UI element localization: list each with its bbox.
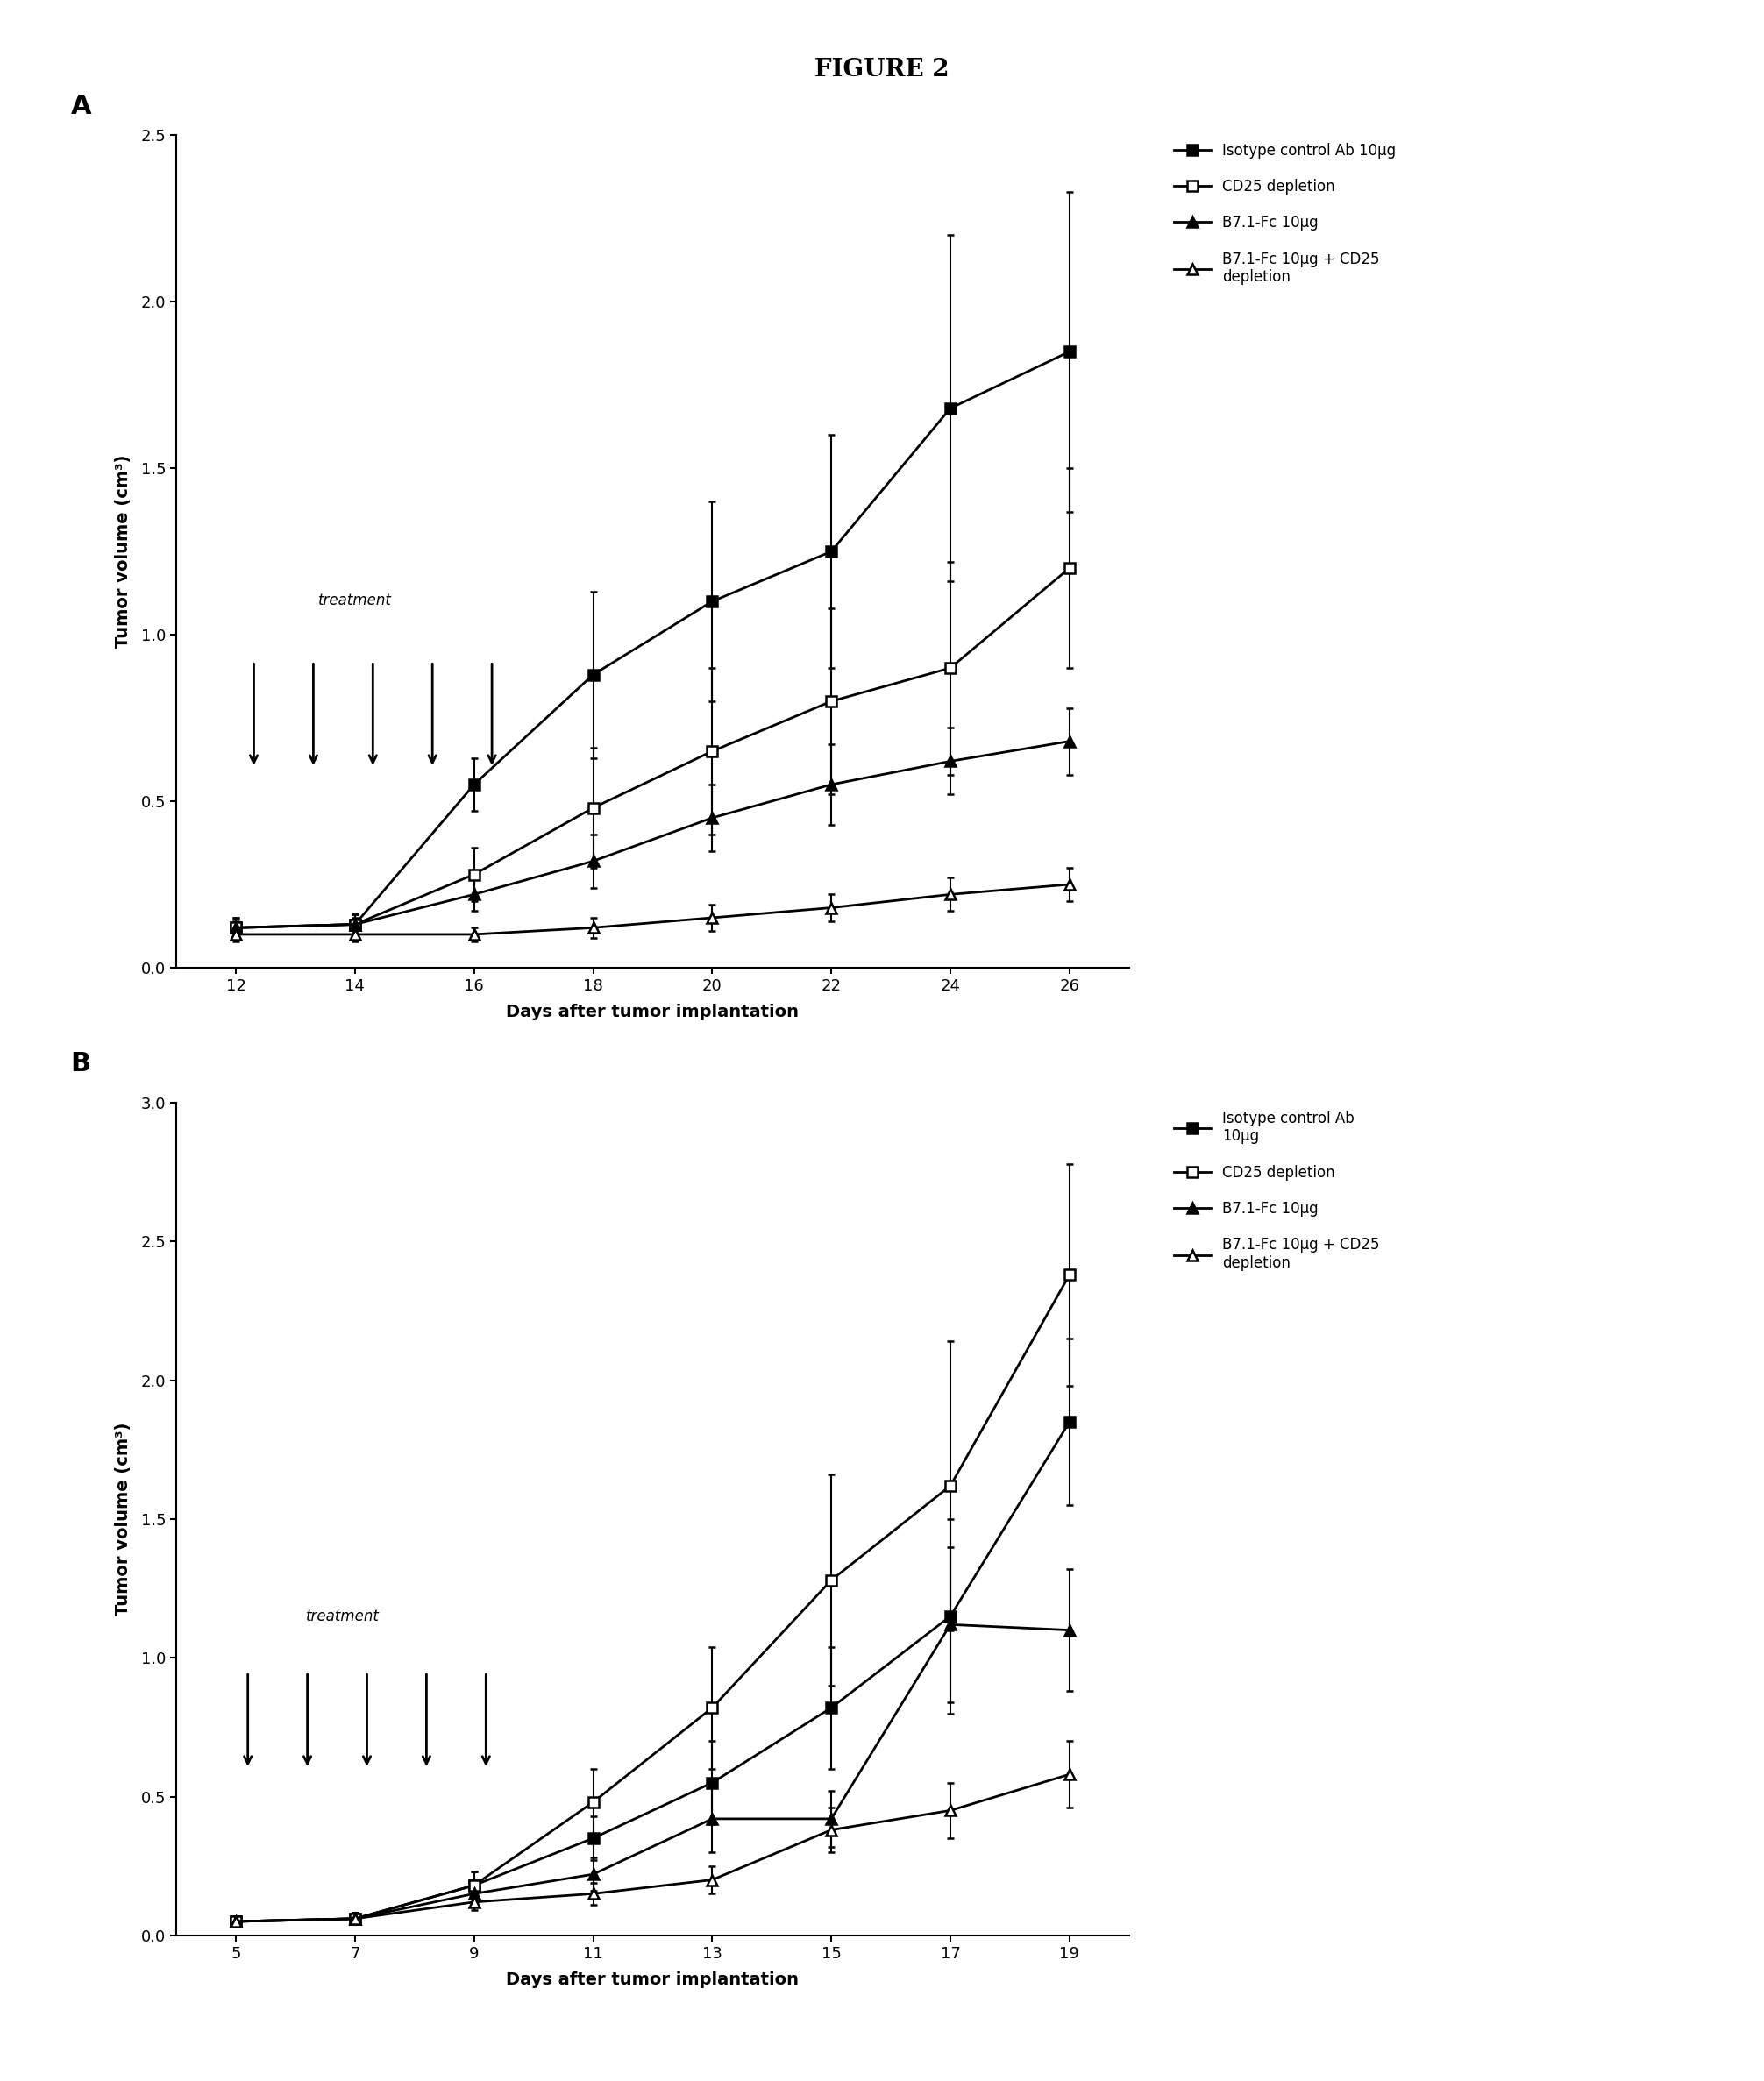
Text: treatment: treatment xyxy=(307,1609,379,1625)
Text: treatment: treatment xyxy=(318,593,392,608)
Text: FIGURE 2: FIGURE 2 xyxy=(815,58,949,81)
X-axis label: Days after tumor implantation: Days after tumor implantation xyxy=(506,1971,799,1987)
Y-axis label: Tumor volume (cm³): Tumor volume (cm³) xyxy=(115,456,131,647)
Y-axis label: Tumor volume (cm³): Tumor volume (cm³) xyxy=(115,1423,131,1615)
X-axis label: Days after tumor implantation: Days after tumor implantation xyxy=(506,1003,799,1020)
Legend: Isotype control Ab
10μg, CD25 depletion, B7.1-Fc 10μg, B7.1-Fc 10μg + CD25
deple: Isotype control Ab 10μg, CD25 depletion,… xyxy=(1175,1111,1379,1271)
Text: B: B xyxy=(71,1051,90,1076)
Legend: Isotype control Ab 10μg, CD25 depletion, B7.1-Fc 10μg, B7.1-Fc 10μg + CD25
deple: Isotype control Ab 10μg, CD25 depletion,… xyxy=(1175,144,1397,285)
Text: A: A xyxy=(71,94,92,119)
